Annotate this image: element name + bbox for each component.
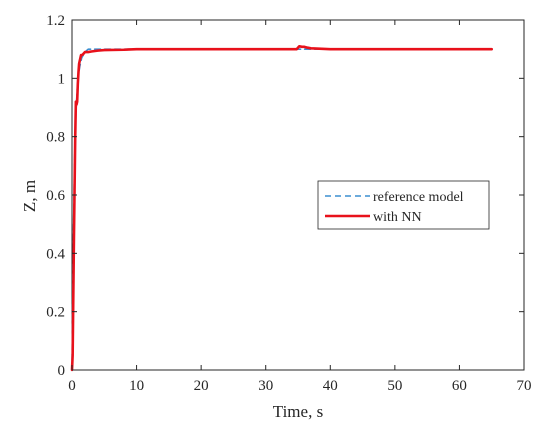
legend-label-reference-model: reference model [373,190,464,205]
y-tick-label: 0 [58,363,66,379]
x-tick-label: 10 [129,378,144,394]
y-axis-label: Z, m [20,180,39,212]
x-tick-label: 70 [517,378,532,394]
x-tick-label: 50 [387,378,402,394]
legend-label-with-nn: with NN [373,210,422,225]
y-tick-label: 1 [58,71,66,87]
y-tick-label: 0.2 [46,305,65,321]
x-tick-label: 20 [194,378,209,394]
ticks-layer: 0 10 20 30 40 50 60 70 0 0.2 0.4 0.6 0.8 1 1.2 [46,13,531,394]
x-axis-label: Time, s [273,402,323,421]
y-tick-label: 1.2 [46,13,65,29]
series-line-with-nn [70,44,494,372]
y-tick-label: 0.8 [46,130,65,146]
legend: reference model with NN [317,180,490,230]
y-tick-label: 0.4 [46,246,65,262]
legend-box [317,180,490,230]
x-tick-label: 60 [452,378,467,394]
x-tick-label: 0 [68,378,76,394]
x-tick-label: 30 [258,378,273,394]
series-layer [70,44,494,372]
y-tick-label: 0.6 [46,188,65,204]
x-tick-label: 40 [323,378,338,394]
